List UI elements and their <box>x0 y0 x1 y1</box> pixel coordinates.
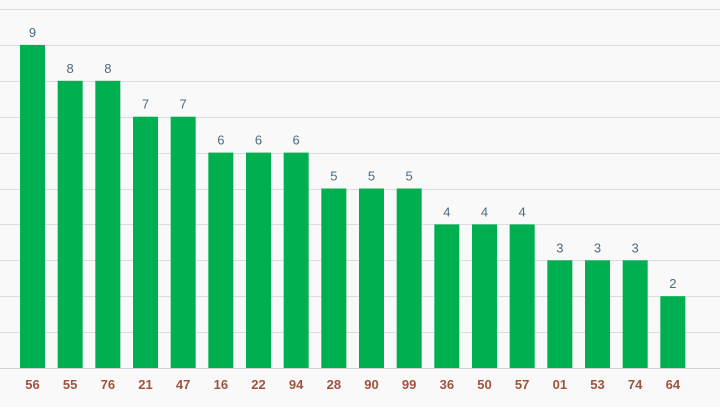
category-label-22: 22 <box>251 377 265 392</box>
bar-28[interactable] <box>321 188 347 369</box>
value-label-76: 8 <box>104 61 111 76</box>
category-label-21: 21 <box>138 377 152 392</box>
category-label-90: 90 <box>364 377 378 392</box>
value-label-57: 4 <box>519 204 526 219</box>
bar-47[interactable] <box>170 116 196 368</box>
category-label-76: 76 <box>101 377 115 392</box>
bar-76[interactable] <box>95 80 121 369</box>
value-label-74: 3 <box>632 240 639 255</box>
category-label-64: 64 <box>666 377 681 392</box>
category-label-53: 53 <box>590 377 604 392</box>
value-label-94: 6 <box>293 133 300 148</box>
value-label-21: 7 <box>142 97 149 112</box>
value-label-28: 5 <box>330 169 337 184</box>
value-label-55: 8 <box>67 61 74 76</box>
bar-16[interactable] <box>208 152 234 368</box>
category-label-47: 47 <box>176 377 190 392</box>
value-label-64: 2 <box>669 276 676 291</box>
category-label-99: 99 <box>402 377 416 392</box>
bar-57[interactable] <box>509 224 535 368</box>
bar-90[interactable] <box>359 188 384 369</box>
bar-55[interactable] <box>57 80 83 369</box>
value-label-22: 6 <box>255 133 262 148</box>
value-label-99: 5 <box>406 169 413 184</box>
bar-01[interactable] <box>547 260 573 368</box>
bar-56[interactable] <box>20 44 45 369</box>
category-label-74: 74 <box>628 377 643 392</box>
category-label-01: 01 <box>553 377 567 392</box>
bar-22[interactable] <box>246 152 271 368</box>
category-label-94: 94 <box>289 377 304 392</box>
value-label-56: 9 <box>29 25 36 40</box>
category-label-56: 56 <box>25 377 39 392</box>
bar-99[interactable] <box>396 188 422 369</box>
value-labels: 9 8 8 7 7 6 6 6 5 5 5 4 4 4 3 3 3 2 <box>29 25 677 291</box>
value-label-47: 7 <box>180 97 187 112</box>
bar-53[interactable] <box>585 260 610 368</box>
value-label-16: 6 <box>217 133 224 148</box>
category-label-28: 28 <box>327 377 341 392</box>
value-label-50: 4 <box>481 204 488 219</box>
category-label-50: 50 <box>477 377 491 392</box>
category-label-16: 16 <box>214 377 228 392</box>
bar-21[interactable] <box>133 116 158 368</box>
value-label-01: 3 <box>556 240 563 255</box>
bar-94[interactable] <box>283 152 309 368</box>
category-label-57: 57 <box>515 377 529 392</box>
category-label-55: 55 <box>63 377 77 392</box>
bar-36[interactable] <box>434 224 460 368</box>
bars <box>20 44 686 369</box>
value-label-36: 4 <box>443 204 450 219</box>
category-labels: 56 55 76 21 47 16 22 94 28 90 99 36 50 57 01 53 74 64 <box>25 377 681 392</box>
bar-64[interactable] <box>660 296 686 368</box>
value-label-53: 3 <box>594 240 601 255</box>
bar-50[interactable] <box>472 224 497 368</box>
value-label-90: 5 <box>368 169 375 184</box>
category-label-36: 36 <box>440 377 454 392</box>
bar-74[interactable] <box>622 260 648 368</box>
